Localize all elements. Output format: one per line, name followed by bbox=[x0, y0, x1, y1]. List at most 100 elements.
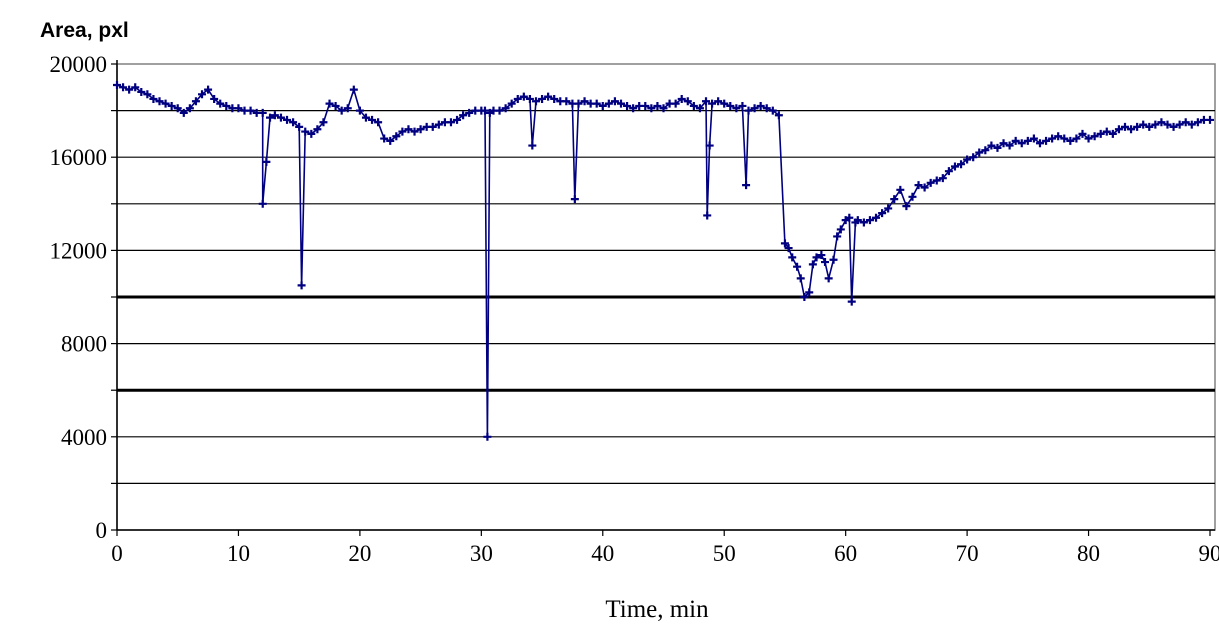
data-point bbox=[392, 132, 401, 141]
data-point bbox=[805, 288, 814, 297]
data-point bbox=[246, 106, 255, 115]
data-point bbox=[592, 99, 601, 108]
data-point bbox=[993, 143, 1002, 152]
y-tick-label: 20000 bbox=[50, 52, 108, 77]
x-tick-label: 10 bbox=[227, 541, 250, 566]
data-point bbox=[720, 99, 729, 108]
data-point bbox=[714, 97, 723, 106]
data-point bbox=[270, 111, 279, 120]
data-point bbox=[702, 97, 711, 106]
data-point bbox=[884, 204, 893, 213]
data-point bbox=[234, 104, 243, 113]
data-point bbox=[161, 99, 170, 108]
data-point bbox=[780, 239, 789, 248]
data-point bbox=[131, 83, 140, 92]
data-point bbox=[307, 129, 316, 138]
data-point bbox=[896, 185, 905, 194]
data-point bbox=[1114, 125, 1123, 134]
data-point bbox=[732, 104, 741, 113]
data-point bbox=[932, 176, 941, 185]
data-point bbox=[297, 281, 306, 290]
data-point bbox=[544, 92, 553, 101]
data-point bbox=[914, 181, 923, 190]
data-point bbox=[1060, 134, 1069, 143]
data-point bbox=[788, 253, 797, 262]
data-point bbox=[119, 83, 128, 92]
data-point bbox=[865, 216, 874, 225]
data-point bbox=[538, 94, 547, 103]
data-point bbox=[361, 113, 370, 122]
data-point bbox=[689, 101, 698, 110]
data-point bbox=[1054, 132, 1063, 141]
data-point bbox=[525, 94, 534, 103]
data-point bbox=[380, 134, 389, 143]
data-point bbox=[222, 101, 231, 110]
data-point bbox=[216, 99, 225, 108]
data-point bbox=[173, 104, 182, 113]
data-point bbox=[531, 97, 540, 106]
data-point bbox=[501, 104, 510, 113]
data-point bbox=[289, 118, 298, 127]
data-point bbox=[1169, 122, 1178, 131]
data-point bbox=[653, 101, 662, 110]
data-point bbox=[149, 94, 158, 103]
data-point bbox=[824, 274, 833, 283]
data-point bbox=[258, 199, 267, 208]
data-point bbox=[598, 101, 607, 110]
data-point bbox=[446, 118, 455, 127]
x-tick-label: 0 bbox=[111, 541, 123, 566]
data-point bbox=[1145, 122, 1154, 131]
data-point bbox=[398, 127, 407, 136]
x-tick-label: 70 bbox=[956, 541, 979, 566]
data-point bbox=[999, 139, 1008, 148]
data-point bbox=[1066, 136, 1075, 145]
data-point bbox=[1139, 120, 1148, 129]
data-point bbox=[495, 106, 504, 115]
data-point bbox=[703, 211, 712, 220]
data-point bbox=[1108, 129, 1117, 138]
data-point bbox=[750, 104, 759, 113]
data-point bbox=[836, 225, 845, 234]
data-point bbox=[210, 94, 219, 103]
x-tick-label: 30 bbox=[470, 541, 493, 566]
data-point bbox=[331, 101, 340, 110]
data-point bbox=[784, 244, 793, 253]
data-point bbox=[570, 195, 579, 204]
data-point bbox=[1005, 141, 1014, 150]
data-point bbox=[616, 99, 625, 108]
data-point bbox=[428, 122, 437, 131]
data-point bbox=[647, 104, 656, 113]
data-point bbox=[513, 94, 522, 103]
x-tick-label: 90 bbox=[1199, 541, 1219, 566]
x-axis-title: Time, min bbox=[605, 596, 709, 623]
data-point bbox=[845, 213, 854, 222]
data-point bbox=[459, 111, 468, 120]
x-tick-label: 60 bbox=[834, 541, 857, 566]
data-point bbox=[1048, 134, 1057, 143]
data-point bbox=[507, 99, 516, 108]
x-tick-label: 20 bbox=[348, 541, 371, 566]
x-tick-label: 80 bbox=[1077, 541, 1100, 566]
y-tick-label: 0 bbox=[96, 518, 108, 543]
data-point bbox=[926, 178, 935, 187]
data-point bbox=[944, 167, 953, 176]
data-point bbox=[908, 192, 917, 201]
data-point bbox=[404, 125, 413, 134]
data-point bbox=[453, 115, 462, 124]
data-point bbox=[1029, 134, 1038, 143]
data-point bbox=[386, 136, 395, 145]
data-point bbox=[829, 255, 838, 264]
data-point bbox=[313, 125, 322, 134]
data-point bbox=[762, 104, 771, 113]
data-point bbox=[528, 141, 537, 150]
data-point bbox=[1181, 118, 1190, 127]
data-point bbox=[295, 122, 304, 131]
data-point bbox=[872, 213, 881, 222]
data-point bbox=[562, 97, 571, 106]
data-point bbox=[198, 90, 207, 99]
data-point bbox=[1023, 136, 1032, 145]
data-point bbox=[742, 181, 751, 190]
data-point bbox=[610, 97, 619, 106]
data-point bbox=[1017, 139, 1026, 148]
